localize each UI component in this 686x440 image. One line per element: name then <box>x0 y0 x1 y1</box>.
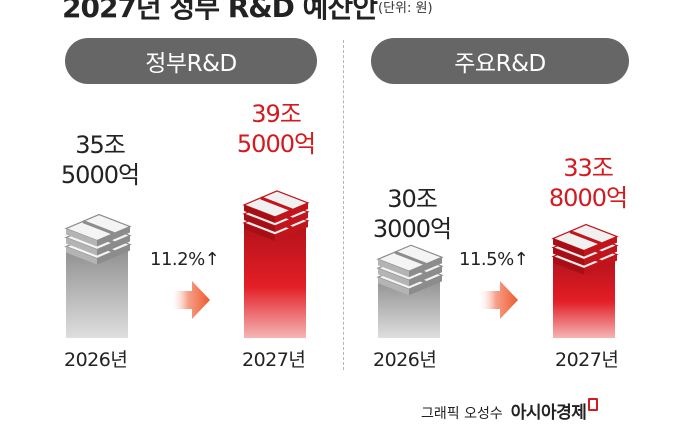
panel-title-government-rnd: 정부R&D <box>65 38 317 84</box>
year-label-2027-major: 2027년 <box>555 349 619 371</box>
value-label-line: 5000억 <box>60 161 140 189</box>
value-label-2026-government: 35조 5000억 <box>58 130 142 190</box>
panel-title-major-rnd: 주요R&D <box>371 38 629 84</box>
value-label-line: 35조 <box>75 131 126 159</box>
brand-logo: 아시아경제 <box>511 398 599 423</box>
growth-label-major: 11.5%↑ <box>459 249 529 270</box>
money-stack-gray-icon <box>64 213 132 265</box>
year-label-2026-major: 2026년 <box>373 349 437 371</box>
unit-label: (단위: 원) <box>378 1 433 16</box>
growth-arrow-icon <box>478 281 518 319</box>
brand-name: 아시아경제 <box>510 403 587 423</box>
year-label-2026-government: 2026년 <box>64 349 128 371</box>
value-label-line: 3000억 <box>372 215 452 243</box>
value-label-line: 30조 <box>387 185 438 213</box>
value-label-2026-major: 30조 3000억 <box>370 184 454 244</box>
value-label-line: 5000억 <box>236 130 316 158</box>
panel-divider <box>343 40 344 370</box>
money-stack-red-icon <box>242 190 310 241</box>
brand-mark-icon <box>588 398 599 411</box>
value-label-2027-government: 39조 5000억 <box>232 99 320 159</box>
growth-label-government: 11.2%↑ <box>150 249 220 270</box>
credit: 그래픽 오성수 아시아경제 <box>421 398 599 423</box>
money-stack-gray-icon <box>376 244 444 296</box>
bar-2027 <box>244 222 306 338</box>
value-label-line: 8000억 <box>548 184 628 212</box>
value-label-line: 39조 <box>251 100 302 128</box>
growth-arrow-icon <box>170 281 210 319</box>
credit-label: 그래픽 오성수 <box>421 406 503 422</box>
year-label-2027-government: 2027년 <box>242 349 306 371</box>
value-label-2027-major: 33조 8000억 <box>544 153 632 213</box>
value-label-line: 33조 <box>563 154 614 182</box>
money-stack-red-icon <box>551 223 619 275</box>
